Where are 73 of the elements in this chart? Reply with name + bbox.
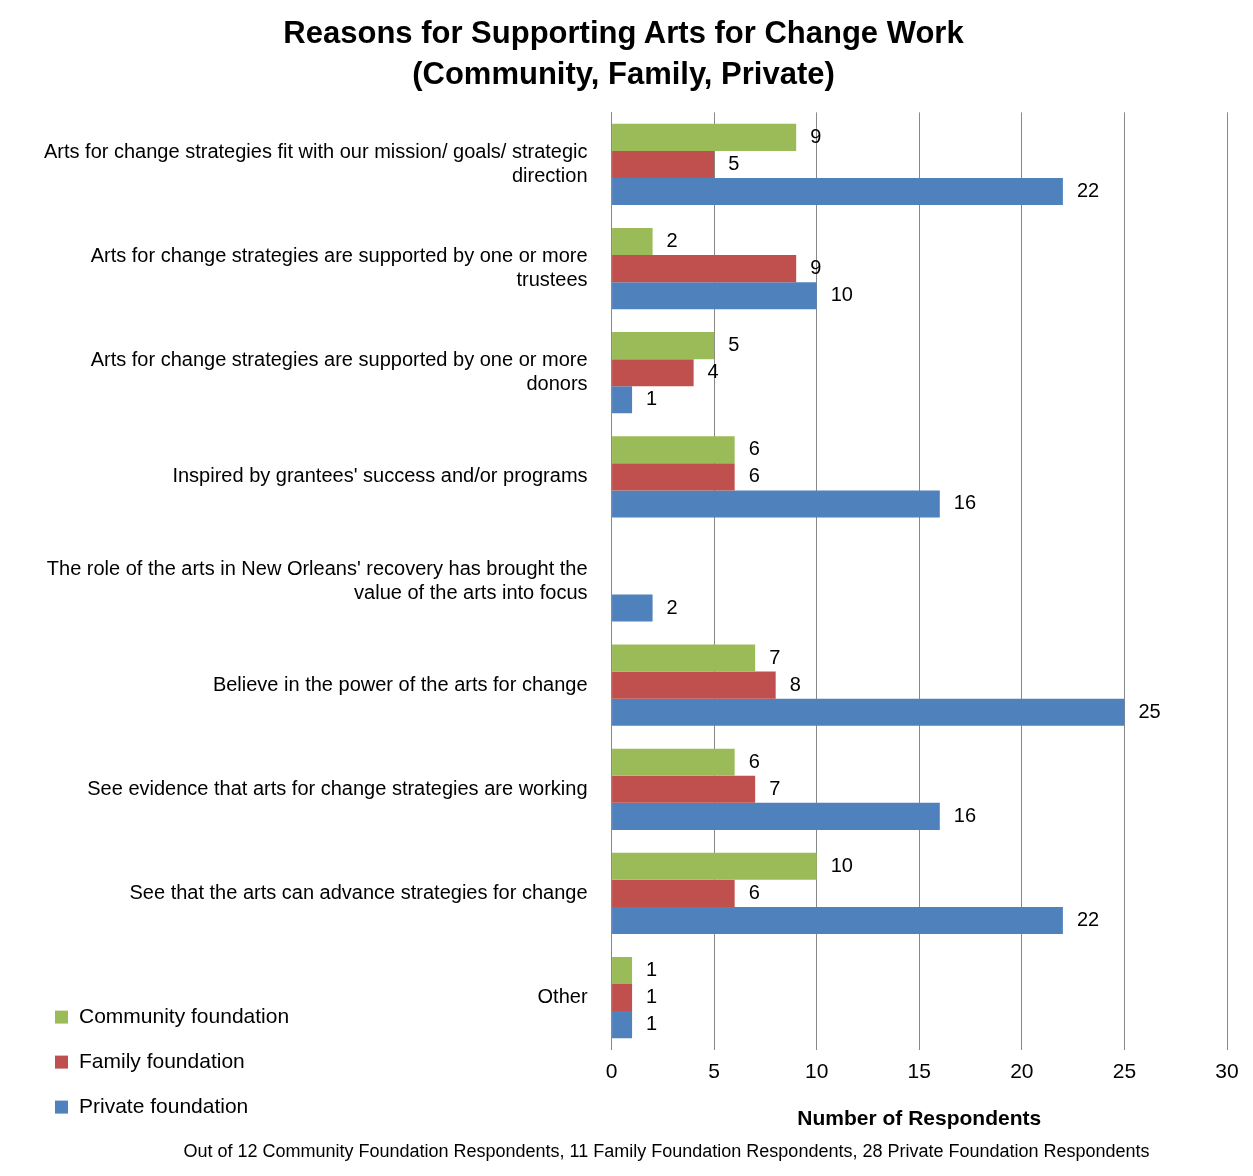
y-tick-label: See that the arts can advance strategies for change: [129, 880, 588, 903]
x-tick-label: 30: [1215, 1059, 1239, 1082]
x-tick-label: 5: [708, 1059, 720, 1082]
bar: [612, 671, 776, 699]
x-tick-label: 0: [605, 1059, 618, 1082]
data-label: 1: [646, 387, 658, 410]
text: Out of 12 Community Foundation Respondents, 11 Family Foundation Respondents, 28 Private Foundation Respondents: [183, 1140, 1150, 1161]
legend-label: Private foundation: [79, 1094, 249, 1118]
data-label: 6: [748, 880, 760, 903]
bar: [612, 802, 940, 830]
data-label: 9: [810, 256, 822, 279]
data-label: 7: [769, 776, 781, 799]
data-label: 9: [810, 124, 822, 147]
bar: [612, 463, 735, 491]
y-tick-label: The role of the arts in New Orleans' recovery has brought the value of the arts into focus: [46, 556, 588, 603]
data-label: 10: [830, 283, 853, 306]
data-label: 8: [789, 672, 801, 695]
chart-subtitle: (Community, Family, Private): [412, 56, 835, 92]
bar: [612, 123, 797, 151]
bar: [612, 386, 633, 414]
data-label: 6: [748, 464, 760, 487]
legend-label: Family foundation: [79, 1049, 245, 1073]
data-label: 1: [646, 985, 658, 1008]
y-tick-label: Inspired by grantees' success and/or programs: [172, 464, 588, 487]
bar: [612, 255, 797, 283]
data-label: 16: [953, 491, 977, 514]
chart-title: Reasons for Supporting Arts for Change Work: [283, 15, 965, 51]
bar: [612, 852, 817, 880]
bar: [612, 748, 735, 776]
x-tick-label: 20: [1010, 1059, 1034, 1082]
data-label: 7: [769, 645, 781, 668]
bar: [612, 956, 633, 984]
bar: [612, 594, 653, 622]
data-label: 5: [728, 151, 740, 174]
bar: [612, 227, 653, 256]
bar: [612, 644, 756, 672]
bar: [612, 490, 940, 518]
data-label: 10: [830, 853, 853, 876]
legend-label: Community foundation: [79, 1004, 290, 1028]
data-label: 1: [646, 957, 658, 980]
y-tick-label: See evidence that arts for change strategies are working: [87, 776, 588, 799]
data-label: 22: [1076, 907, 1100, 930]
bar: [612, 879, 735, 907]
x-tick-label: 25: [1112, 1059, 1137, 1082]
data-label: 25: [1138, 699, 1161, 722]
y-tick-label: Believe in the power of the arts for change: [212, 672, 588, 695]
bar: [612, 436, 735, 464]
y-tick-label: Arts for change strategies fit with our mission/ goals/ strategic direction: [43, 139, 588, 186]
x-tick-label: 10: [805, 1059, 829, 1082]
bar: [612, 984, 633, 1012]
x-axis-title: Number of Respondents: [797, 1106, 1042, 1130]
y-tick-label: Arts for change strategies are supported by one or more trustees: [90, 244, 588, 291]
data-label: 2: [666, 229, 678, 252]
data-label: 22: [1076, 179, 1100, 202]
bar: [612, 150, 715, 178]
data-label: 6: [748, 437, 760, 460]
data-label: 5: [728, 333, 740, 356]
data-label: 4: [707, 360, 719, 383]
data-label: 2: [666, 595, 678, 618]
bar: [612, 698, 1125, 726]
bar: [612, 332, 715, 360]
data-label: 16: [953, 803, 977, 826]
x-tick-label: 15: [907, 1059, 931, 1082]
bar: [612, 775, 756, 803]
bar: [612, 282, 817, 310]
bar: [612, 906, 1063, 935]
y-tick-label: Other: [537, 985, 588, 1008]
data-label: 1: [646, 1012, 658, 1035]
y-tick-label: Arts for change strategies are supported by one or more donors: [90, 348, 588, 395]
bar: [612, 178, 1063, 206]
bar: [612, 1011, 633, 1039]
data-label: 6: [748, 749, 760, 772]
bar: [612, 359, 694, 387]
